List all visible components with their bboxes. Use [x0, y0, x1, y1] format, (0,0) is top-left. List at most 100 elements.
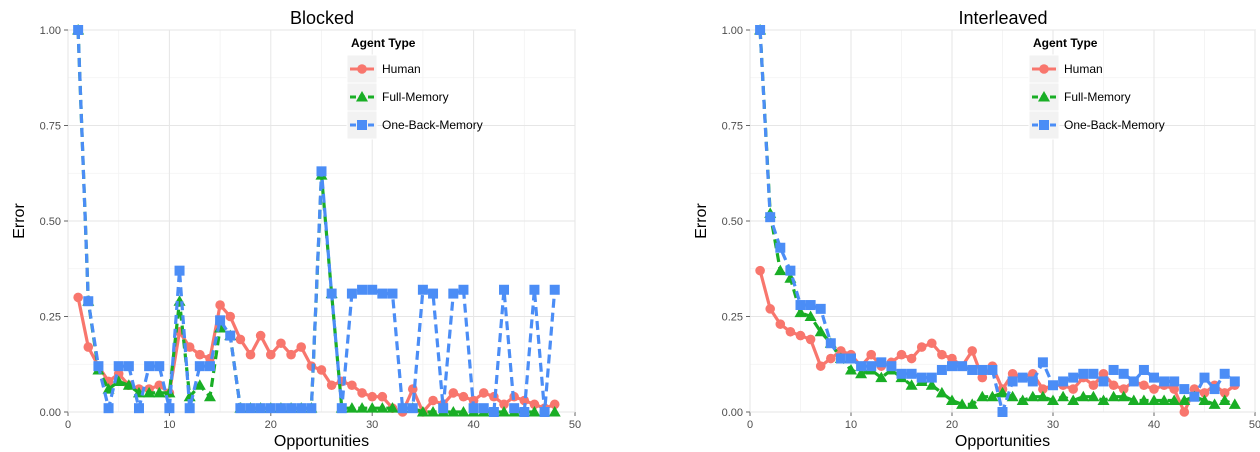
data-point	[407, 403, 418, 414]
x-tick-label: 10	[163, 419, 175, 431]
data-point	[987, 364, 998, 375]
data-point	[357, 388, 367, 398]
data-point	[1068, 384, 1078, 394]
data-point	[1107, 390, 1120, 402]
data-point	[1078, 368, 1089, 379]
data-point	[367, 284, 378, 295]
data-point	[296, 342, 307, 352]
series-one-back-memory	[755, 25, 1240, 417]
data-point	[539, 407, 550, 417]
data-point	[765, 212, 776, 223]
data-point	[825, 338, 836, 349]
data-point	[387, 288, 398, 299]
legend-key-marker	[357, 64, 367, 74]
data-point	[1168, 394, 1181, 406]
data-point	[367, 391, 378, 402]
x-axis-label: Opportunities	[274, 433, 369, 450]
data-point	[804, 310, 817, 321]
data-point	[488, 407, 499, 417]
data-point	[1118, 368, 1129, 379]
data-point	[1117, 390, 1130, 402]
data-point	[528, 406, 541, 417]
data-point	[1067, 394, 1080, 406]
data-point	[427, 406, 440, 417]
data-point	[1098, 369, 1109, 379]
data-point	[235, 334, 246, 345]
data-point	[1149, 384, 1159, 394]
x-tick-label: 50	[1249, 419, 1260, 431]
data-point	[83, 296, 94, 307]
legend-label: One-Back-Memory	[382, 118, 483, 132]
data-point	[245, 349, 256, 360]
data-point	[774, 264, 787, 276]
data-point	[215, 300, 225, 310]
data-point	[326, 380, 337, 391]
data-point	[905, 379, 918, 390]
data-point	[548, 406, 561, 417]
y-tick-label: 1.00	[722, 25, 743, 37]
legend-label: Human	[1064, 62, 1103, 76]
data-point	[1048, 380, 1058, 391]
data-point	[1219, 368, 1230, 379]
data-point	[184, 403, 195, 414]
y-tick-label: 0.50	[40, 216, 61, 228]
data-point	[1097, 394, 1110, 406]
data-point	[448, 288, 459, 299]
data-point	[73, 25, 84, 35]
data-point	[836, 346, 846, 356]
data-point	[956, 398, 969, 409]
data-point	[529, 399, 540, 410]
data-point	[326, 288, 337, 299]
data-point	[366, 402, 379, 413]
data-point	[1088, 380, 1099, 391]
data-point	[1148, 394, 1160, 406]
data-point	[498, 406, 511, 417]
data-point	[225, 311, 236, 322]
data-point	[153, 386, 166, 398]
x-tick-label: 40	[1148, 419, 1160, 431]
y-tick-label: 0.00	[722, 407, 743, 419]
y-tick-label: 1.00	[40, 25, 61, 37]
data-point	[936, 364, 947, 375]
data-point	[1057, 390, 1070, 402]
data-point	[966, 398, 979, 409]
data-point	[103, 403, 114, 414]
data-point	[976, 390, 989, 402]
data-point	[805, 334, 816, 345]
data-point	[1047, 394, 1059, 406]
legend-key-marker	[1039, 120, 1049, 130]
legend-key-marker	[356, 91, 368, 102]
data-point	[286, 403, 297, 414]
data-point	[856, 361, 867, 372]
data-point	[1218, 394, 1231, 406]
data-point	[286, 349, 296, 360]
data-point	[1219, 388, 1230, 398]
data-point	[448, 388, 459, 398]
data-point	[967, 346, 977, 356]
data-point	[1179, 407, 1190, 417]
data-point	[794, 306, 807, 318]
x-tick-label: 10	[845, 419, 857, 431]
data-point	[1137, 394, 1150, 406]
data-point	[1138, 364, 1149, 375]
y-tick-label: 0.50	[722, 216, 743, 228]
chart-panel-2: 0 10 20 30 40 50 0.00 0.25 0.50 0.75 1.00 Interleav…	[693, 8, 1260, 450]
data-point	[164, 403, 175, 414]
data-point	[967, 364, 978, 375]
data-point	[204, 361, 215, 372]
data-point	[416, 406, 429, 417]
data-point	[755, 25, 766, 35]
data-point	[549, 399, 560, 410]
data-point	[906, 368, 917, 379]
data-point	[815, 361, 826, 371]
data-point	[235, 403, 246, 414]
data-point	[194, 361, 205, 372]
data-point	[835, 353, 846, 364]
data-point	[855, 367, 868, 379]
data-point	[417, 284, 428, 295]
data-point	[946, 394, 958, 406]
data-point	[93, 361, 104, 372]
data-point	[1149, 372, 1159, 383]
data-point	[927, 338, 937, 349]
data-point	[925, 379, 938, 390]
